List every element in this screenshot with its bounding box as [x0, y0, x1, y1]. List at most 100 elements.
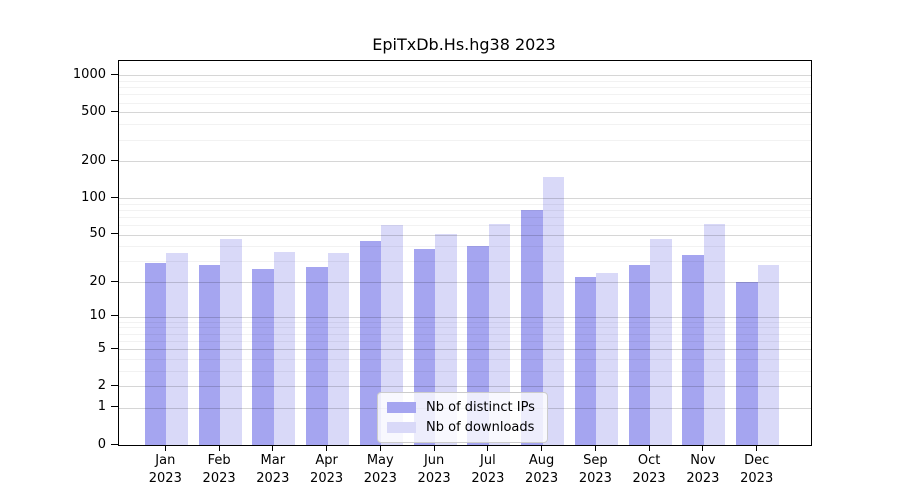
- y-axis-tick-200: [111, 159, 118, 161]
- legend-swatch-distinct-ips: [387, 402, 416, 413]
- x-axis-year-mar: 2023: [256, 471, 290, 486]
- x-axis-year-oct: 2023: [632, 471, 666, 486]
- minor-gridline-6: [119, 340, 811, 342]
- minor-gridline-7: [119, 333, 811, 335]
- bar-distinct-ips-sep: [574, 277, 597, 445]
- bar-downloads-jan: [166, 253, 188, 445]
- y-axis-label-100: 100: [81, 189, 106, 205]
- minor-gridline-90: [119, 203, 811, 205]
- bar-distinct-ips-oct: [628, 264, 651, 445]
- x-axis-label-jan: Jan 2023: [135, 452, 195, 488]
- y-axis-tick-1000: [111, 73, 118, 75]
- x-axis-tick-dec: [756, 445, 758, 451]
- x-axis-label-may: May 2023: [350, 452, 410, 488]
- x-axis-label-oct: Oct 2023: [619, 452, 679, 488]
- bar-distinct-ips-feb: [198, 264, 221, 445]
- x-axis-tick-feb: [218, 445, 220, 451]
- x-axis-year-nov: 2023: [686, 471, 720, 486]
- x-axis-year-jun: 2023: [417, 471, 451, 486]
- major-gridline-20: [119, 282, 811, 284]
- minor-gridline-70: [119, 216, 811, 218]
- y-axis-tick-20: [111, 280, 118, 282]
- y-axis-tick-10: [111, 315, 118, 317]
- bar-downloads-nov: [703, 224, 726, 445]
- plot-area: [118, 60, 812, 446]
- minor-gridline-900: [119, 81, 811, 82]
- y-axis-label-200: 200: [81, 152, 106, 168]
- minor-gridline-4: [119, 358, 811, 360]
- legend-row-distinct-ips: Nb of distinct IPs: [387, 399, 535, 416]
- y-axis-tick-5: [111, 347, 118, 349]
- y-axis-tick-1: [111, 406, 118, 408]
- y-axis-label-5: 5: [97, 340, 106, 356]
- x-axis-tick-jul: [487, 445, 489, 451]
- bar-distinct-ips-nov: [682, 254, 704, 445]
- major-gridline-10: [119, 316, 811, 318]
- minor-gridline-40: [119, 246, 811, 248]
- x-axis-year-jan: 2023: [148, 471, 182, 486]
- x-axis-label-jul: Jul 2023: [458, 452, 518, 488]
- y-axis-label-500: 500: [81, 103, 106, 119]
- x-axis-year-may: 2023: [363, 471, 397, 486]
- x-axis-tick-may: [379, 445, 381, 451]
- y-axis-label-0: 0: [97, 436, 106, 452]
- minor-gridline-600: [119, 102, 811, 104]
- x-axis-year-feb: 2023: [202, 471, 236, 486]
- legend-label-distinct-ips: Nb of distinct IPs: [426, 400, 535, 415]
- minor-gridline-60: [119, 225, 811, 227]
- y-axis-tick-500: [111, 110, 118, 112]
- minor-gridline-80: [119, 209, 811, 211]
- bar-downloads-aug: [542, 176, 565, 445]
- bar-distinct-ips-apr: [306, 266, 328, 445]
- x-axis-label-aug: Aug 2023: [512, 452, 572, 488]
- x-axis-label-jun: Jun 2023: [404, 452, 464, 488]
- bar-distinct-ips-jan: [144, 263, 167, 445]
- minor-gridline-300: [119, 139, 811, 141]
- legend-swatch-downloads: [387, 422, 416, 433]
- bar-downloads-may: [381, 225, 403, 445]
- bar-downloads-dec: [757, 264, 780, 445]
- y-axis-tick-50: [111, 233, 118, 235]
- minor-gridline-700: [119, 94, 811, 96]
- major-gridline-200: [119, 161, 811, 163]
- x-axis-label-dec: Dec 2023: [727, 452, 787, 488]
- y-axis-tick-100: [111, 196, 118, 198]
- y-axis-label-1: 1: [97, 399, 106, 415]
- y-axis-label-20: 20: [89, 273, 106, 289]
- legend-label-downloads: Nb of downloads: [426, 420, 535, 435]
- major-gridline-1000: [119, 75, 811, 77]
- bar-distinct-ips-aug: [521, 209, 543, 445]
- major-gridline-2: [119, 386, 811, 388]
- bar-downloads-jul: [488, 224, 511, 445]
- major-gridline-50: [119, 234, 811, 236]
- x-axis-label-sep: Sep 2023: [565, 452, 625, 488]
- bar-distinct-ips-mar: [252, 268, 274, 445]
- x-axis-year-dec: 2023: [740, 471, 774, 486]
- y-axis-tick-2: [111, 384, 118, 386]
- x-axis-year-apr: 2023: [310, 471, 344, 486]
- x-axis-year-sep: 2023: [578, 471, 612, 486]
- bar-downloads-apr: [327, 253, 350, 445]
- x-axis-tick-nov: [702, 445, 704, 451]
- x-axis-tick-mar: [272, 445, 274, 451]
- x-axis-tick-jan: [164, 445, 166, 451]
- x-axis-year-aug: 2023: [525, 471, 559, 486]
- bar-downloads-mar: [273, 251, 296, 445]
- x-axis-label-feb: Feb 2023: [189, 452, 249, 488]
- bar-downloads-feb: [220, 239, 242, 445]
- minor-gridline-3: [119, 370, 811, 372]
- legend: Nb of distinct IPs Nb of downloads: [377, 392, 548, 443]
- y-axis-label-50: 50: [89, 226, 106, 242]
- major-gridline-5: [119, 349, 811, 351]
- y-axis-label-1000: 1000: [72, 66, 106, 82]
- bar-distinct-ips-may: [359, 241, 382, 445]
- major-gridline-100: [119, 198, 811, 200]
- x-axis-tick-jun: [433, 445, 435, 451]
- x-axis-tick-aug: [541, 445, 543, 451]
- major-gridline-500: [119, 112, 811, 114]
- y-axis-label-10: 10: [89, 308, 106, 324]
- x-axis-label-apr: Apr 2023: [297, 452, 357, 488]
- minor-gridline-8: [119, 327, 811, 329]
- x-axis-label-nov: Nov 2023: [673, 452, 733, 488]
